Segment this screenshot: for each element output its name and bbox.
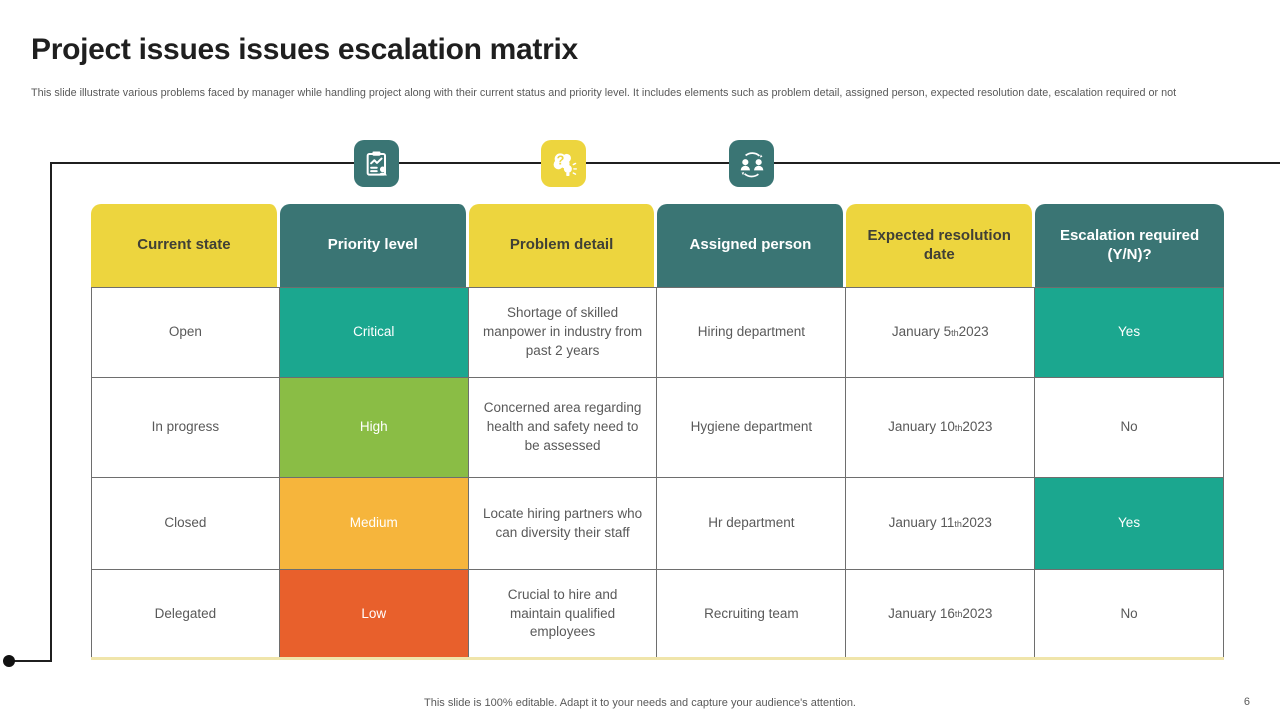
- slide-footer-note: This slide is 100% editable. Adapt it to…: [424, 697, 856, 709]
- page-number: 6: [1243, 696, 1250, 708]
- connector-bottom-segment: [9, 660, 52, 662]
- cell-priority-badge: Medium: [279, 478, 469, 570]
- date-text: January 5: [891, 324, 952, 340]
- date-year: 2023: [962, 605, 993, 621]
- column-header-assigned-person: Assigned person: [657, 204, 847, 287]
- date-year: 2023: [961, 515, 992, 531]
- connector-vertical-line: [50, 162, 52, 662]
- date-text: January 16: [888, 605, 955, 621]
- report-clipboard-icon: [354, 140, 399, 187]
- cell-current-state: In progress: [91, 378, 280, 478]
- cell-escalation-flag: No: [1035, 378, 1224, 478]
- cell-assigned-person: Hygiene department: [657, 378, 847, 478]
- connector-end-dot: [3, 655, 15, 667]
- cell-assigned-person: Hr department: [657, 478, 847, 570]
- svg-text:?: ?: [556, 153, 564, 167]
- escalation-matrix-table: Current state Priority level Problem det…: [91, 204, 1224, 658]
- date-year: 2023: [958, 324, 989, 340]
- cell-escalation-flag: No: [1035, 570, 1224, 658]
- column-header-expected-resolution-date: Expected resolution date: [846, 204, 1036, 287]
- slide-subtitle: This slide illustrate various problems f…: [31, 87, 1177, 99]
- cell-current-state: Closed: [91, 478, 280, 570]
- idea-brain-icon: ?: [541, 140, 586, 187]
- column-header-problem-detail: Problem detail: [468, 204, 658, 287]
- cell-current-state: Delegated: [91, 570, 280, 658]
- cell-current-state: Open: [91, 287, 280, 378]
- cell-escalation-flag: Yes: [1035, 287, 1224, 378]
- cell-priority-badge: High: [279, 378, 469, 478]
- connector-horizontal-line: [50, 162, 1280, 164]
- people-sync-icon: [729, 140, 774, 187]
- page-title: Project issues issues escalation matrix: [31, 33, 578, 66]
- cell-assigned-person: Hiring department: [657, 287, 847, 378]
- cell-problem-detail: Locate hiring partners who can diversity…: [468, 478, 658, 570]
- column-header-priority-level: Priority level: [279, 204, 469, 287]
- column-header-escalation-required: Escalation required (Y/N)?: [1035, 204, 1224, 287]
- cell-problem-detail: Concerned area regarding health and safe…: [468, 378, 658, 478]
- cell-priority-badge: Critical: [279, 287, 469, 378]
- cell-assigned-person: Recruiting team: [657, 570, 847, 658]
- cell-problem-detail: Crucial to hire and maintain qualified e…: [468, 570, 658, 658]
- cell-escalation-flag: Yes: [1035, 478, 1224, 570]
- table-bottom-accent-line: [91, 657, 1224, 660]
- date-text: January 11: [888, 515, 955, 531]
- cell-priority-badge: Low: [279, 570, 469, 658]
- date-text: January 10: [888, 419, 955, 435]
- cell-problem-detail: Shortage of skilled manpower in industry…: [468, 287, 658, 378]
- column-header-current-state: Current state: [91, 204, 280, 287]
- date-year: 2023: [962, 419, 993, 435]
